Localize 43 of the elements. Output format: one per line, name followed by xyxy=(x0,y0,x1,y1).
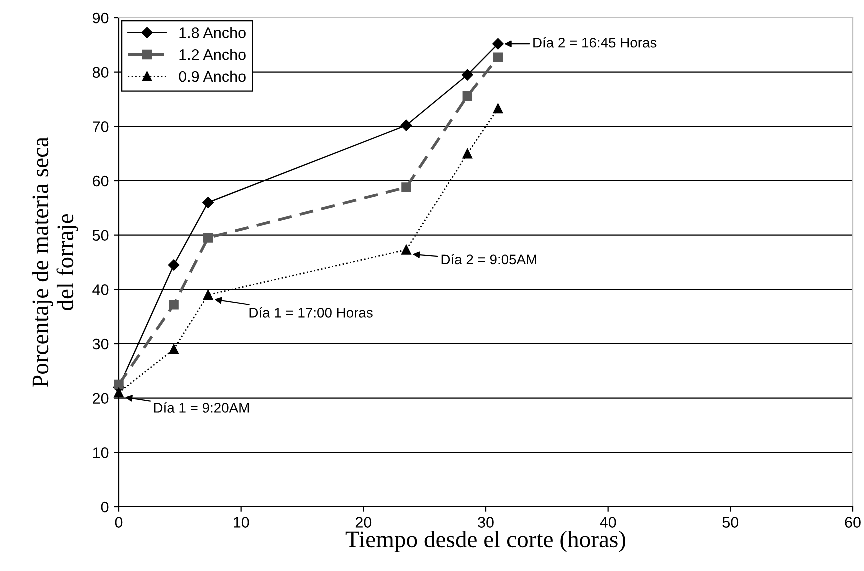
annotation: Día 1 = 9:20AM xyxy=(154,402,250,413)
point xyxy=(462,69,474,81)
point xyxy=(493,104,504,114)
point xyxy=(462,148,473,159)
x-tick-label: 30 xyxy=(478,517,494,528)
point xyxy=(492,38,504,50)
x-tick-label: 50 xyxy=(722,517,739,528)
legend-label: 1.2 Ancho xyxy=(180,49,246,60)
point xyxy=(169,344,179,354)
x-tick-label: 10 xyxy=(234,517,250,528)
y-tick-label: 70 xyxy=(93,122,109,132)
legend-label: 0.9 Ancho xyxy=(179,70,246,82)
point xyxy=(203,233,214,243)
x-tick-label: 20 xyxy=(356,517,372,528)
point xyxy=(114,380,124,390)
point xyxy=(203,290,214,300)
annotation: Día 2 = 16:45 Horas xyxy=(534,37,657,48)
point xyxy=(202,197,214,208)
y-tick-label: 20 xyxy=(93,393,109,404)
point xyxy=(168,260,180,271)
point xyxy=(169,300,179,310)
point xyxy=(462,91,473,102)
point xyxy=(493,52,504,63)
y-tick-label: 0 xyxy=(101,502,109,513)
y-axis-title: Porcentaje de materia seca del forraje xyxy=(32,137,78,388)
point xyxy=(114,388,124,398)
point xyxy=(402,245,412,255)
y-tick-label: 80 xyxy=(92,67,109,78)
point xyxy=(400,120,412,132)
y-tick-label: 10 xyxy=(93,448,109,458)
x-tick-label: 60 xyxy=(845,517,861,528)
annotation: Día 1 = 17:00 Horas xyxy=(250,307,373,318)
y-tick-label: 90 xyxy=(93,12,109,24)
y-tick-label: 50 xyxy=(92,230,109,242)
annotation: Día 2 = 9:05AM xyxy=(442,254,536,265)
point xyxy=(402,182,412,192)
y-tick-label: 30 xyxy=(92,338,109,350)
x-tick-label: 40 xyxy=(600,517,616,528)
x-axis-title: Tiempo desde el corte (horas) xyxy=(346,530,626,552)
y-tick-label: 40 xyxy=(92,284,109,296)
legend-label: 1.8 Ancho xyxy=(180,27,246,38)
x-tick-label: 0 xyxy=(115,517,123,528)
y-tick-label: 60 xyxy=(93,176,109,187)
